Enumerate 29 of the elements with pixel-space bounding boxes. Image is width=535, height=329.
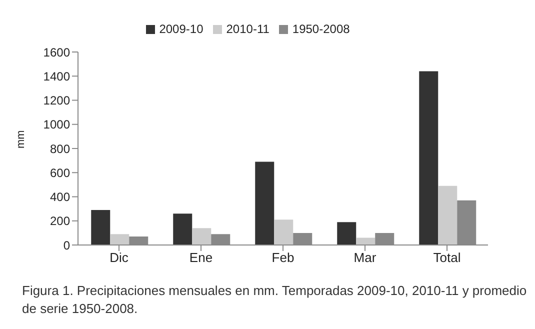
x-tick-label: Total	[433, 250, 461, 266]
bar	[419, 71, 438, 245]
bar	[337, 222, 356, 245]
y-tick-label: 1000	[43, 118, 70, 132]
bar	[192, 228, 212, 245]
y-tick-label: 1200	[43, 94, 70, 108]
legend-label: 2009-10	[159, 22, 204, 36]
bar	[274, 220, 294, 245]
y-tick-label: 800	[50, 142, 70, 156]
legend-label: 1950-2008	[292, 22, 350, 36]
y-axis-title: mm	[14, 130, 27, 148]
x-tick-label: Mar	[354, 250, 377, 266]
y-tick-label: 0	[63, 238, 70, 252]
y-tick-label: 400	[50, 190, 70, 204]
y-tick-label: 1600	[43, 45, 70, 60]
bar	[438, 186, 458, 245]
bar	[110, 234, 130, 245]
bar	[91, 210, 110, 245]
bar	[255, 162, 274, 245]
y-tick-label: 200	[50, 214, 70, 228]
x-tick-label: Dic	[110, 250, 129, 266]
x-tick-label: Ene	[189, 250, 213, 266]
bar	[356, 238, 376, 245]
y-tick-label: 600	[50, 166, 70, 180]
x-tick-label: Feb	[272, 250, 294, 266]
text: Figura 1. Precipitaciones mensuales en mm. Temporadas 2009-10, 2010-11 y promedio de serie 1950-2008.	[21, 282, 528, 318]
legend-label: 2010-11	[226, 22, 270, 36]
bar	[173, 214, 192, 245]
y-tick-label: 1400	[43, 69, 70, 84]
